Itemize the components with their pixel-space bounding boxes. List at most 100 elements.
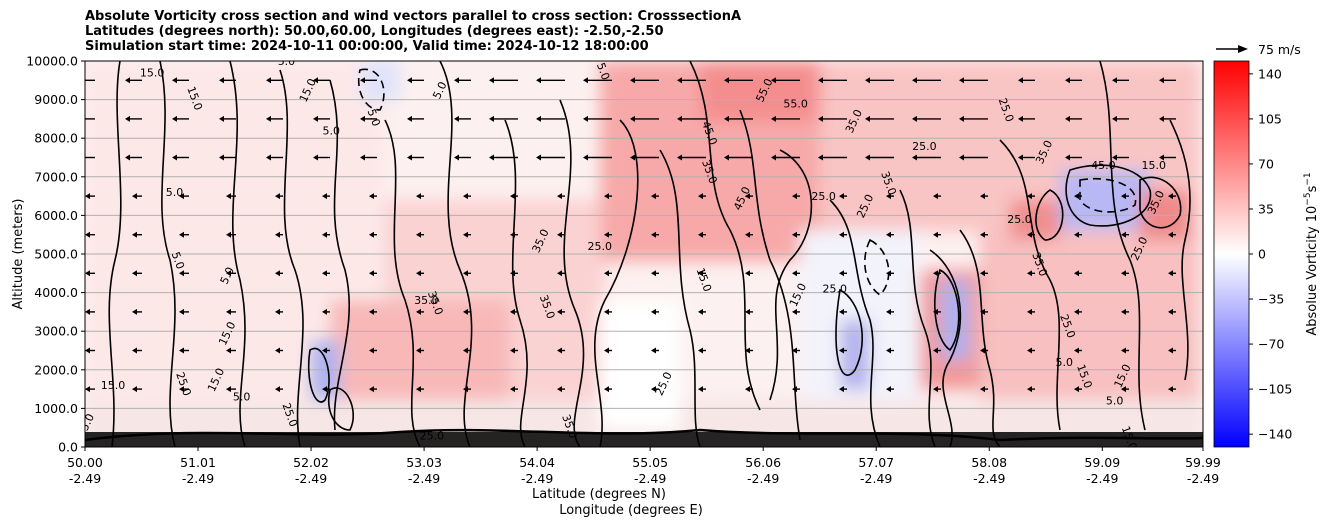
wind-vector [792,347,800,354]
wind-vector [407,77,424,84]
wind-vector [1168,270,1176,277]
wind-vector [132,308,142,315]
wind-vector [536,154,565,161]
wind-vector [125,154,142,161]
wind-vector [407,154,424,161]
contour-label: 25.0 [811,190,836,203]
wind-vector [125,115,142,122]
wind-vector [454,115,471,122]
wind-vector [85,308,95,315]
wind-vector [698,308,706,315]
wind-vector [886,308,894,315]
wind-vector [275,308,283,315]
colorbar-ticks: 140 105 70 35 0 −35 −70 −105 −140 [1249,66,1292,442]
wind-vector [839,270,847,277]
wind-vector [360,115,377,122]
wind-vector [275,231,283,238]
wind-vector [980,193,988,200]
wind-vector [1027,231,1035,238]
x-tick-label-lat: 58.08 [971,455,1007,470]
colorbar-label-unit-exp: −1 [1303,172,1313,185]
colorbar-tick-label: 140 [1258,66,1282,81]
wind-vector [510,308,518,315]
wind-vector [839,386,847,393]
wind-vector [912,115,941,122]
wind-vector [416,386,424,393]
wind-vector [369,386,377,393]
wind-vector [510,270,518,277]
wind-vector [792,308,800,315]
wind-vector [912,77,941,84]
wind-vector [557,347,565,354]
wind-vector [792,386,800,393]
wind-vector [583,77,612,84]
contour-label: 5.0 [233,391,251,404]
wind-vector [125,77,142,84]
quiver-key-label: 75 m/s [1258,42,1301,57]
wind-vector [463,231,471,238]
wind-vector [839,347,847,354]
contour-label: 25.0 [823,283,848,296]
wind-vector [489,154,518,161]
wind-vector [792,231,800,238]
wind-vector [489,77,518,84]
wind-vector [179,347,189,354]
wind-vector [557,308,565,315]
y-tick-label: 4000.0 [34,285,78,300]
wind-vector [463,193,471,200]
x-tick-label-lon: -2.49 [634,471,666,486]
wind-vector [604,193,612,200]
quiver-key: 75 m/s [1216,42,1301,57]
chart-title-line-2: Latitudes (degrees north): 50.00,60.00, … [85,24,664,39]
wind-vector [1018,115,1035,122]
wind-vector [369,231,377,238]
wind-vector [771,115,800,122]
x-tick-label-lat: 54.04 [519,455,555,470]
colorbar-tick-label: −70 [1258,337,1284,352]
x-tick-label-lon: -2.49 [521,471,553,486]
wind-vector [698,386,706,393]
wind-vector [1121,231,1129,238]
wind-vector [226,386,236,393]
terrain-fill [85,432,1203,447]
wind-vector [1065,77,1082,84]
wind-vector [839,231,847,238]
x-axis: 50.00-2.4951.01-2.4952.02-2.4953.03-2.49… [67,447,1221,486]
colorbar-tick-label: −35 [1258,292,1284,307]
wind-vector [219,77,236,84]
wind-vector [85,386,95,393]
wind-vector [1168,386,1176,393]
wind-vector [416,270,424,277]
colorbar-label-exp: −5 [1303,192,1313,205]
wind-vector [172,77,189,84]
x-axis-title-latitude: Latitude (degrees N) [532,487,666,502]
wind-vector [313,115,330,122]
y-tick-label: 0.0 [58,440,78,455]
wind-vector [226,347,236,354]
wind-vector [865,77,894,84]
wind-vector [604,308,612,315]
x-tick-label-lon: -2.49 [1086,471,1118,486]
wind-vector [416,193,424,200]
wind-vector [630,154,659,161]
wind-vector [771,77,800,84]
wind-vector [132,193,142,200]
contour-label: 5.0 [169,250,187,271]
wind-vector [322,193,330,200]
wind-vector [886,231,894,238]
wind-vector [313,154,330,161]
wind-vector [933,231,941,238]
wind-vector [651,193,659,200]
colorbar-tick-label: 35 [1258,201,1274,216]
wind-vector [771,154,800,161]
wind-vector [724,77,753,84]
wind-vector [980,386,988,393]
wind-vector [651,231,659,238]
x-tick-label-lat: 59.99 [1185,455,1221,470]
wind-vectors [85,77,1176,393]
wind-vector [226,231,236,238]
wind-vector [219,154,236,161]
colorbar-tick-label: −105 [1258,382,1292,397]
contour-label: 25.0 [912,140,937,153]
wind-vector [1074,386,1082,393]
